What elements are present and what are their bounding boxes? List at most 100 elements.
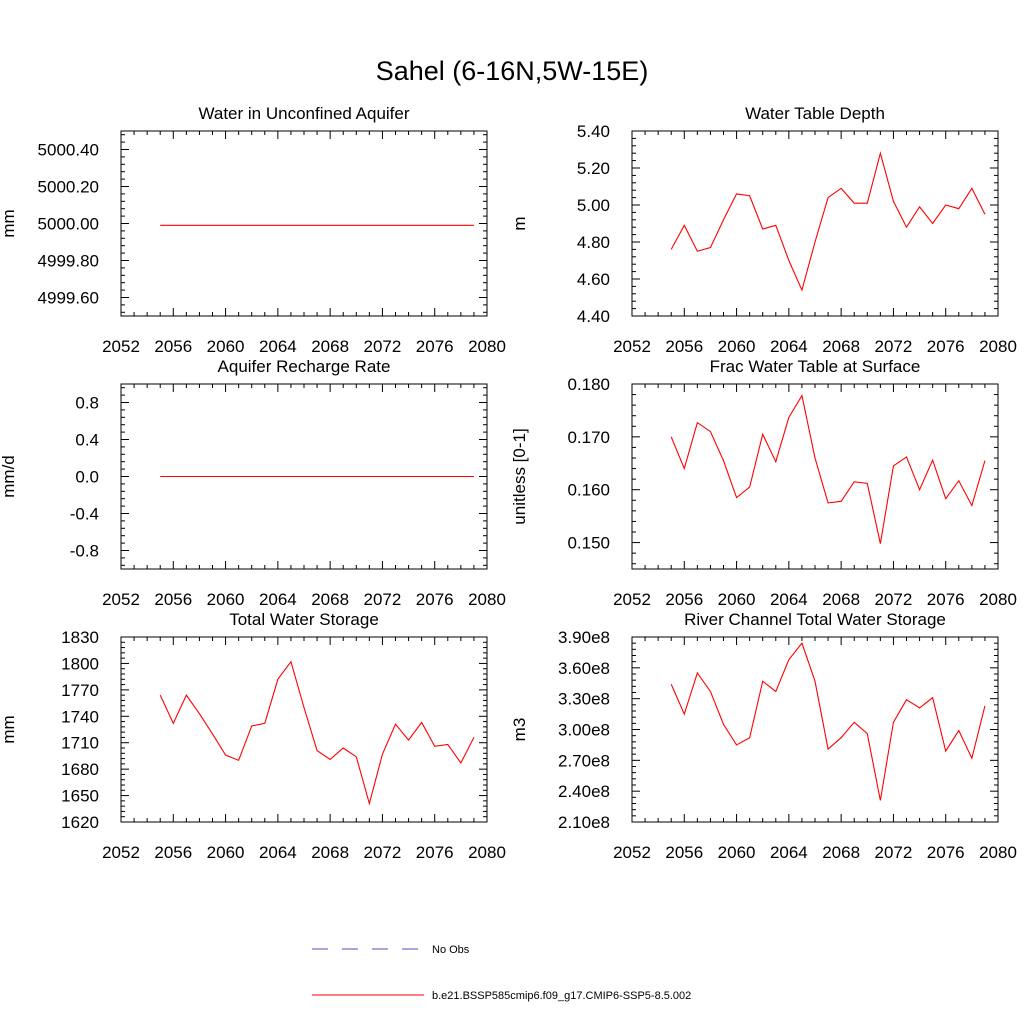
y-tick-label: 4.80 — [577, 233, 610, 252]
x-tick-label: 2072 — [364, 843, 402, 862]
x-tick-label: 2068 — [311, 337, 349, 356]
y-axis-label: mm — [0, 209, 18, 237]
series-line — [670, 394, 986, 544]
plot-frame — [120, 130, 488, 317]
x-tick-label: 2056 — [154, 337, 192, 356]
x-tick-label: 2076 — [416, 337, 454, 356]
plot-frame — [631, 130, 999, 317]
y-tick-label: 2.10e8 — [558, 813, 610, 832]
y-tick-label: 0.160 — [567, 481, 610, 500]
y-axis-label: unitless [0-1] — [510, 428, 529, 524]
figure-title: Sahel (6-16N,5W-15E) — [375, 56, 649, 86]
x-tick-label: 2056 — [154, 843, 192, 862]
series-line — [159, 660, 475, 806]
x-tick-label: 2068 — [822, 590, 860, 609]
y-tick-label: 4.40 — [577, 307, 610, 326]
x-tick-label: 2064 — [259, 590, 297, 609]
x-tick-label: 2080 — [468, 337, 506, 356]
x-tick-label: 2076 — [927, 337, 965, 356]
y-tick-label: -0.4 — [70, 505, 99, 524]
y-tick-label: 1680 — [61, 760, 99, 779]
panel-title: Water in Unconfined Aquifer — [198, 104, 409, 123]
y-tick-label: 4.60 — [577, 270, 610, 289]
x-tick-label: 2052 — [613, 337, 651, 356]
chart-panel-4: Frac Water Table at Surface unitless [0-1… — [510, 357, 1017, 609]
legend-label: b.e21.BSSP585cmip6.f09_g17.CMIP6-SSP5-8.… — [432, 990, 691, 1002]
x-tick-label: 2080 — [468, 843, 506, 862]
chart-panel-1: Water in Unconfined Aquifer mm 2052 2056 206… — [0, 104, 506, 356]
y-tick-label: 0.0 — [75, 468, 99, 487]
y-axis-label: m — [510, 216, 529, 230]
plot-frame — [631, 636, 999, 823]
panel-title: Frac Water Table at Surface — [710, 357, 921, 376]
x-tick-label: 2064 — [770, 590, 808, 609]
x-tick-label: 2068 — [822, 337, 860, 356]
legend-label: No Obs — [432, 944, 470, 956]
x-tick-label: 2064 — [259, 337, 297, 356]
y-tick-label: 5.20 — [577, 159, 610, 178]
y-tick-label: 3.90e8 — [558, 628, 610, 647]
y-tick-label: 1830 — [61, 628, 99, 647]
x-tick-label: 2052 — [613, 590, 651, 609]
panel-title: Total Water Storage — [229, 610, 379, 629]
series-line — [670, 642, 986, 801]
x-tick-label: 2080 — [979, 337, 1017, 356]
y-axis-label: mm — [0, 715, 18, 743]
y-tick-label: 3.60e8 — [558, 659, 610, 678]
chart-panel-3: Aquifer Recharge Rate mm/d 2052 2056 2060 206… — [0, 357, 506, 609]
x-tick-label: 2052 — [102, 337, 140, 356]
y-tick-label: 5000.40 — [38, 141, 99, 160]
x-tick-label: 2056 — [665, 337, 703, 356]
x-tick-label: 2064 — [770, 843, 808, 862]
y-tick-label: 0.4 — [75, 431, 99, 450]
y-axis-label: mm/d — [0, 455, 18, 498]
x-tick-label: 2060 — [207, 337, 245, 356]
plot-frame — [631, 383, 999, 570]
x-tick-label: 2068 — [311, 843, 349, 862]
x-tick-label: 2052 — [102, 590, 140, 609]
y-tick-label: -0.8 — [70, 542, 99, 561]
x-tick-label: 2060 — [207, 843, 245, 862]
x-tick-label: 2076 — [927, 590, 965, 609]
y-tick-label: 1650 — [61, 787, 99, 806]
y-tick-label: 5000.20 — [38, 178, 99, 197]
x-tick-label: 2076 — [416, 590, 454, 609]
y-tick-label: 5.00 — [577, 196, 610, 215]
y-tick-label: 1740 — [61, 707, 99, 726]
x-tick-label: 2060 — [718, 337, 756, 356]
y-tick-label: 1770 — [61, 681, 99, 700]
panel-title: Water Table Depth — [745, 104, 885, 123]
series-line — [670, 151, 986, 292]
legend: No Obs b.e21.BSSP585cmip6.f09_g17.CMIP6-S… — [312, 944, 691, 1002]
x-tick-label: 2072 — [875, 590, 913, 609]
x-tick-label: 2060 — [207, 590, 245, 609]
y-tick-label: 1800 — [61, 654, 99, 673]
y-tick-label: 1620 — [61, 813, 99, 832]
panel-title: Aquifer Recharge Rate — [218, 357, 391, 376]
x-tick-label: 2072 — [364, 337, 402, 356]
x-tick-label: 2056 — [665, 843, 703, 862]
y-axis-label: m3 — [510, 718, 529, 742]
y-tick-label: 0.180 — [567, 375, 610, 394]
chart-panel-2: Water Table Depth m 2052 2056 2060 2064 2068 20… — [510, 104, 1017, 356]
x-tick-label: 2056 — [154, 590, 192, 609]
x-tick-label: 2072 — [875, 843, 913, 862]
y-tick-label: 5.40 — [577, 122, 610, 141]
x-tick-label: 2080 — [979, 590, 1017, 609]
y-tick-label: 3.00e8 — [558, 721, 610, 740]
x-tick-label: 2080 — [468, 590, 506, 609]
x-tick-label: 2060 — [718, 590, 756, 609]
x-tick-label: 2072 — [364, 590, 402, 609]
x-tick-label: 2080 — [979, 843, 1017, 862]
x-tick-label: 2068 — [311, 590, 349, 609]
y-tick-label: 0.8 — [75, 394, 99, 413]
y-tick-label: 2.70e8 — [558, 751, 610, 770]
y-tick-label: 0.150 — [567, 534, 610, 553]
x-tick-label: 2076 — [927, 843, 965, 862]
y-tick-label: 5000.00 — [38, 215, 99, 234]
y-tick-label: 4999.80 — [38, 252, 99, 271]
x-tick-label: 2052 — [613, 843, 651, 862]
x-tick-label: 2060 — [718, 843, 756, 862]
